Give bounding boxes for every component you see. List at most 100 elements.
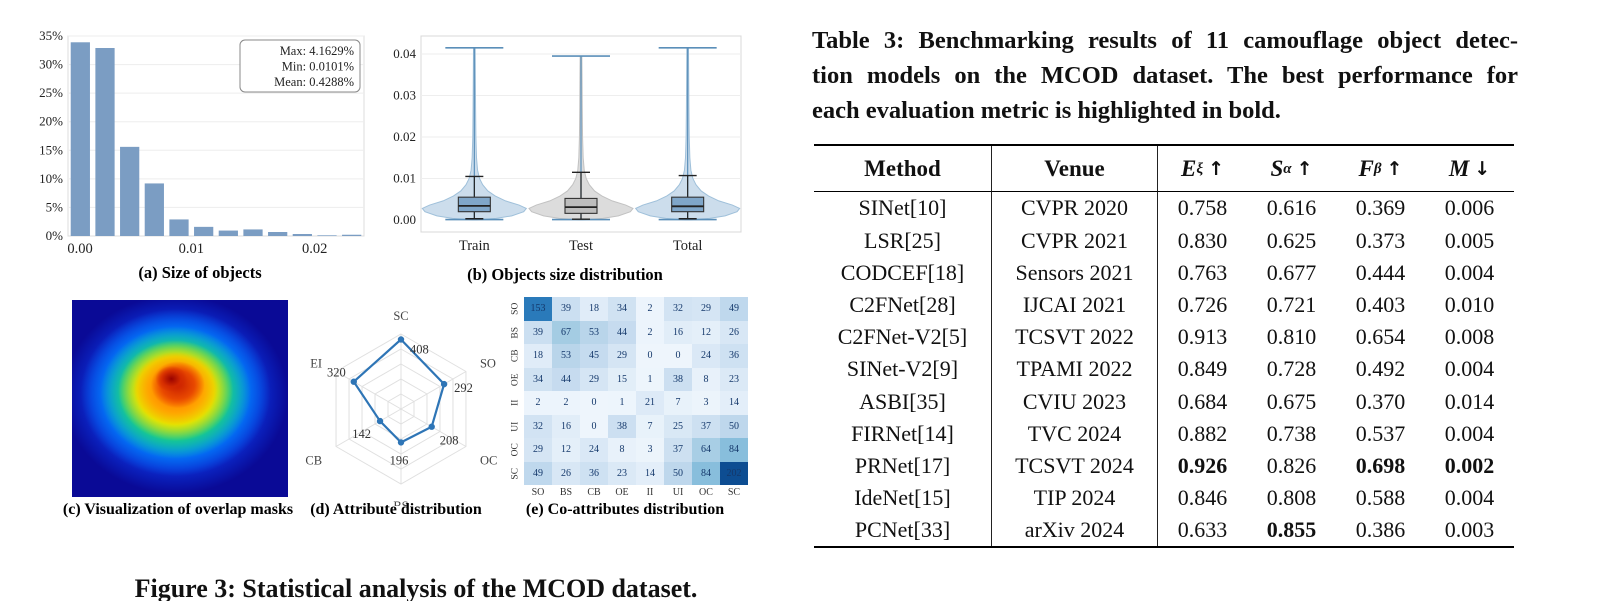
radar-spoke — [335, 408, 402, 447]
y-tick-label: 20% — [39, 114, 63, 129]
matrix-cell: 3 — [636, 438, 664, 462]
matrix-cell: 16 — [552, 414, 580, 438]
y-tick-label: 0.04 — [393, 46, 416, 61]
x-tick-label: 0.00 — [67, 241, 92, 257]
bar — [144, 183, 164, 236]
bar — [317, 235, 337, 236]
table3-title-line1: Table 3: Benchmarking results of 11 camo… — [812, 27, 1518, 54]
matrix-cell: 24 — [692, 344, 720, 368]
box — [671, 196, 705, 213]
x-tick-label: 0.01 — [179, 241, 204, 257]
table-cell-s: 0.808 — [1266, 485, 1317, 511]
matrix-cell: 34 — [608, 297, 636, 321]
table-cell-s: 0.616 — [1266, 195, 1317, 221]
radar-point — [397, 439, 405, 446]
table-cell-m: 0.003 — [1444, 517, 1495, 543]
table-cell-method: FIRNet[14] — [814, 417, 992, 450]
matrix-cell: 53 — [552, 344, 580, 368]
table-cell-venue: IJCAI 2021 — [992, 288, 1158, 322]
table-cell-method: PRNet[17] — [814, 449, 992, 483]
table-cell-venue: CVPR 2020 — [992, 192, 1158, 225]
radar-axis-label: SC — [393, 309, 408, 323]
matrix-col-label: UI — [672, 487, 684, 498]
matrix-cell: 37 — [664, 438, 692, 462]
table-cell-e: 0.849 — [1177, 356, 1228, 382]
co-attributes-heatmap: SO BS CB OE II UI OC SC 153 39 18 34 2 32 29 49 39 67 53 4… — [502, 297, 750, 509]
co-attributes-col-labels: SO BS CB OE II UI OC SC — [524, 487, 748, 498]
y-tick-label: 35% — [39, 28, 63, 43]
matrix-cell: 16 — [664, 320, 692, 344]
matrix-cell: 12 — [692, 320, 720, 344]
x-tick-label: 0.02 — [302, 241, 327, 257]
table-cell-s: 0.675 — [1266, 388, 1317, 414]
table-cell-f: 0.386 — [1355, 517, 1406, 543]
radar-axis-label: SO — [480, 357, 496, 371]
matrix-cell: 37 — [692, 414, 720, 438]
subcaption-e: (e) Co-attributes distribution — [525, 501, 725, 518]
table-cell-s: 0.677 — [1266, 259, 1317, 285]
matrix-cell: 25 — [664, 414, 692, 438]
violin-chart-size-distribution: 0.00 0.01 0.02 0.03 0.04 Train Test Total — [393, 35, 742, 254]
y-tick-label: 25% — [39, 85, 63, 100]
table-cell-m: 0.005 — [1444, 227, 1495, 253]
y-tick-label: 0.00 — [393, 212, 416, 227]
matrix-cell: 84 — [692, 461, 720, 485]
matrix-cell: 26 — [720, 320, 748, 344]
bar — [194, 226, 214, 236]
matrix-cell: 18 — [580, 297, 608, 321]
table-cell-m: 0.010 — [1444, 292, 1495, 317]
category-label: Train — [459, 238, 491, 254]
bar — [120, 146, 140, 236]
matrix-cell: 29 — [580, 367, 608, 391]
stats-line: Mean: 0.4288% — [274, 75, 354, 89]
table-cell-f: 0.444 — [1355, 259, 1406, 285]
bar — [268, 232, 288, 236]
box — [457, 196, 491, 213]
table-cell-m: 0.008 — [1444, 324, 1495, 350]
matrix-cell: 64 — [692, 438, 720, 462]
matrix-col-label: SO — [531, 487, 545, 498]
subcaption-c: (c) Visualization of overlap masks — [62, 501, 294, 518]
radar-point — [440, 380, 448, 388]
matrix-cell: 39 — [524, 320, 552, 344]
matrix-cell: 32 — [524, 414, 552, 438]
radar-axis-label: EI — [310, 357, 322, 371]
matrix-cell: 49 — [720, 297, 748, 321]
co-attributes-row-labels: SO BS CB OE II UI OC SC — [508, 297, 522, 485]
radar-spoke — [335, 371, 402, 410]
y-tick-label: 0% — [46, 228, 64, 243]
table-cell-venue: Sensors 2021 — [992, 256, 1158, 289]
matrix-cell: 38 — [608, 414, 636, 438]
table-cell-e: 0.913 — [1177, 324, 1228, 350]
matrix-cell: 29 — [692, 297, 720, 321]
radar-axis-label: BS — [393, 499, 408, 506]
matrix-cell: 202 — [720, 461, 748, 485]
matrix-cell: 24 — [580, 438, 608, 462]
table-cell-s: 0.738 — [1266, 420, 1317, 446]
table-cell-m: 0.004 — [1444, 420, 1495, 446]
table-cell-m: 0.004 — [1444, 356, 1495, 382]
table-cell-s: 0.826 — [1266, 452, 1317, 478]
matrix-cell: 49 — [524, 461, 552, 485]
matrix-cell: 7 — [636, 414, 664, 438]
matrix-cell: 1 — [636, 367, 664, 391]
table-cell-method: SINet[10] — [814, 192, 992, 225]
bar — [169, 219, 189, 236]
matrix-cell: 14 — [720, 391, 748, 415]
matrix-cell: 3 — [692, 391, 720, 415]
figure3-caption: Figure 3: Statistical analysis of the MC… — [134, 574, 698, 601]
table-header-method: Method — [814, 146, 992, 193]
radar-value-label: 208 — [440, 434, 459, 448]
table-header-metric: M ↓ — [1425, 146, 1514, 193]
overlap-masks-heatmap — [72, 300, 288, 497]
bar — [243, 229, 263, 236]
subcaption-a: (a) Size of objects — [138, 263, 262, 282]
table-cell-m: 0.006 — [1444, 195, 1495, 221]
matrix-cell: 2 — [524, 391, 552, 415]
y-tick-label: 10% — [39, 171, 63, 186]
table3-title: Table 3: Benchmarking results of 11 camo… — [812, 24, 1518, 128]
table-cell-method: IdeNet[15] — [814, 482, 992, 515]
radar-value-label: 196 — [390, 453, 409, 467]
table-cell-method: C2FNet[28] — [814, 288, 992, 322]
